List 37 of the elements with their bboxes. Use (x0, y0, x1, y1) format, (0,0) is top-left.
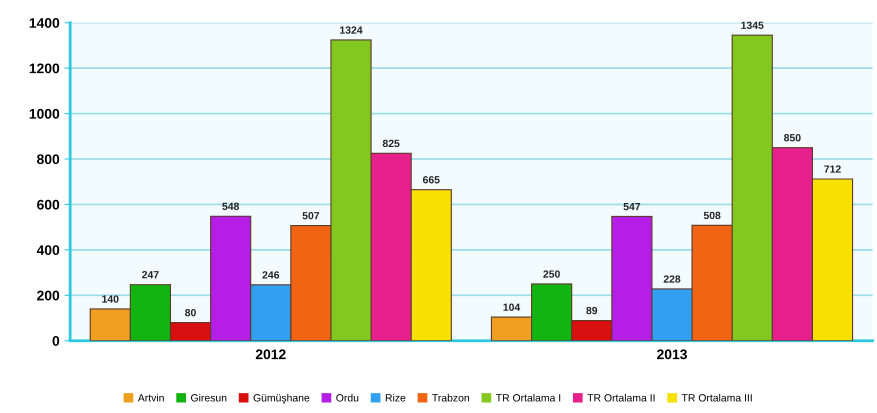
data-label: 1345 (741, 22, 764, 29)
y-tick-label: 200 (37, 290, 60, 300)
data-label: 712 (824, 165, 841, 173)
data-label: 825 (382, 140, 400, 148)
data-label: 507 (302, 212, 320, 220)
data-label: 80 (185, 308, 196, 316)
legend-label: Giresun (191, 394, 226, 402)
legend-label: TR Ortalama I (496, 394, 560, 402)
data-label: 547 (624, 202, 640, 210)
data-label: 548 (222, 202, 240, 210)
data-label: 228 (664, 275, 680, 283)
data-label: 246 (262, 271, 280, 279)
y-tick-label: 1000 (30, 108, 60, 119)
data-label: 665 (422, 176, 440, 184)
data-label: 850 (784, 134, 801, 142)
y-tick-label: 0 (52, 336, 60, 346)
legend-label: TR Ortalama III (682, 394, 752, 402)
data-label: 89 (586, 306, 598, 314)
y-tick-label: 400 (36, 245, 60, 256)
data-label: 247 (142, 271, 159, 278)
data-label: 104 (503, 304, 520, 311)
y-tick-label: 1400 (30, 18, 60, 28)
y-tick-label: 800 (37, 154, 60, 164)
data-label: 1324 (340, 26, 363, 34)
data-label: 140 (102, 295, 119, 303)
data-label: 250 (543, 270, 560, 278)
x-tick-label: 2012 (256, 349, 286, 360)
legend-label: Trabzon (432, 394, 470, 402)
legend-label: Rize (386, 394, 406, 402)
y-tick-label: 600 (37, 200, 60, 210)
x-tick-label: 2013 (657, 349, 687, 360)
y-tick-label: 1200 (30, 63, 60, 74)
legend-label: TR Ortalama II (587, 394, 655, 402)
legend-label: Ordu (336, 394, 358, 402)
legend-label: Gümüşhane (254, 394, 310, 404)
data-label: 508 (704, 212, 720, 220)
legend-label: Artvin (138, 394, 164, 402)
